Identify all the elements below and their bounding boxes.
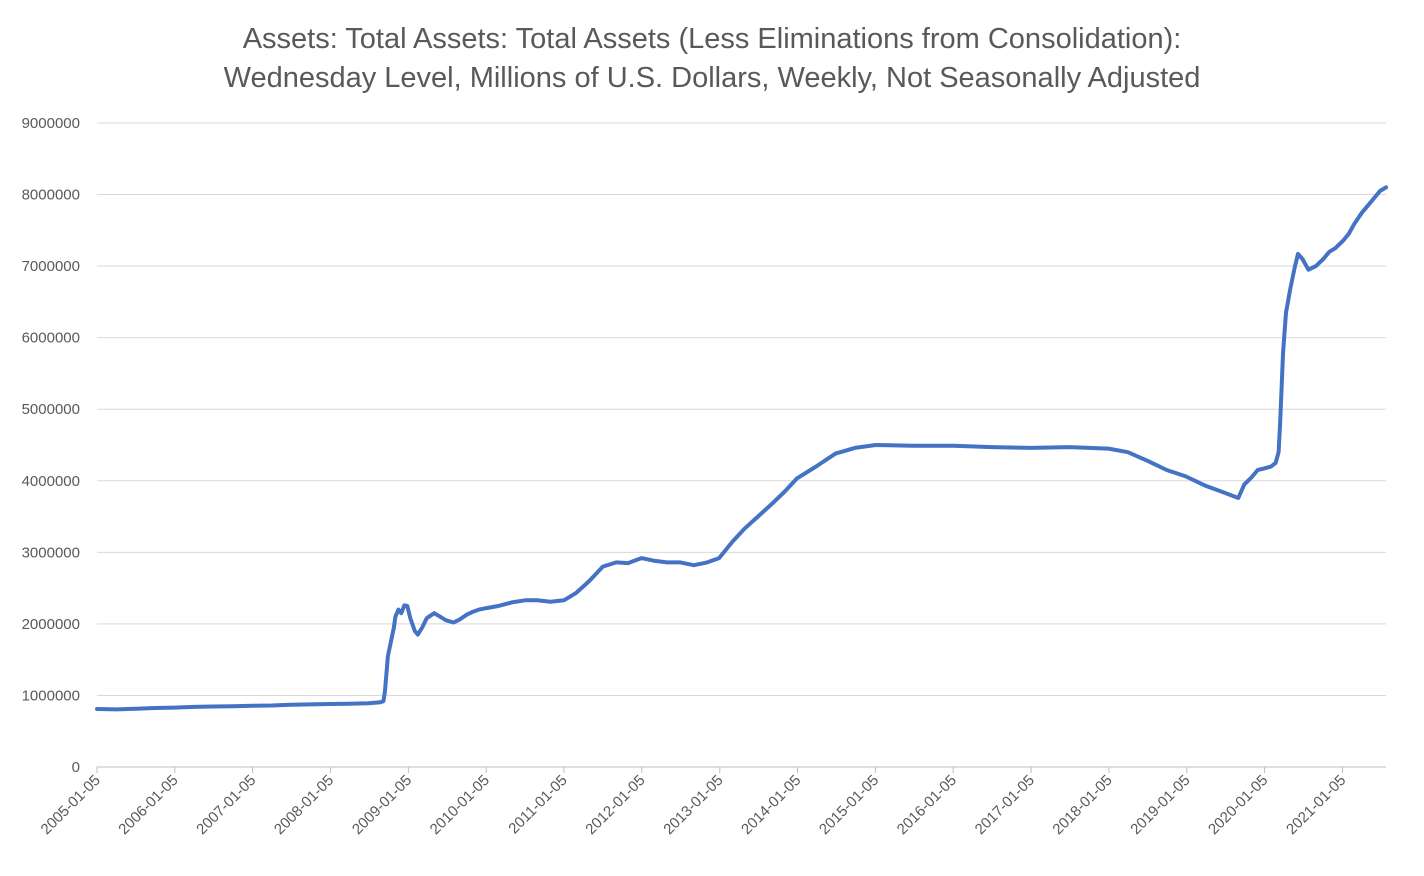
y-tick-label: 7000000	[22, 258, 80, 275]
x-tick-label: 2021-01-05	[1283, 772, 1349, 838]
x-tick-label: 2010-01-05	[427, 772, 493, 838]
y-tick-label: 0	[72, 759, 80, 776]
y-tick-label: 6000000	[22, 330, 80, 347]
chart-title-line-1: Assets: Total Assets: Total Assets (Less…	[243, 23, 1182, 55]
chart-title: Assets: Total Assets: Total Assets (Less…	[224, 23, 1201, 94]
y-tick-label: 5000000	[22, 401, 80, 418]
x-tick-label: 2014-01-05	[738, 772, 804, 838]
x-tick-label: 2019-01-05	[1127, 772, 1193, 838]
y-axis: 0 1000000 2000000 3000000 4000000 5000000 6000…	[22, 115, 80, 776]
y-tick-label: 9000000	[22, 115, 80, 132]
gridlines	[97, 122, 1386, 696]
x-tick-label: 2006-01-05	[115, 772, 181, 838]
y-tick-label: 3000000	[22, 544, 80, 561]
x-axis: 2005-01-05 2006-01-05 2007-01-05 2008-01-05…	[38, 766, 1386, 838]
y-tick-label: 4000000	[22, 473, 80, 490]
x-tick-label: 2012-01-05	[582, 772, 648, 838]
x-tick-label: 2011-01-05	[505, 772, 570, 837]
x-tick-label: 2005-01-05	[38, 772, 104, 838]
x-tick-label: 2018-01-05	[1049, 772, 1115, 838]
x-tick-label: 2020-01-05	[1205, 772, 1271, 838]
y-tick-label: 2000000	[22, 616, 80, 633]
x-tick-label: 2009-01-05	[349, 772, 415, 838]
x-tick-label: 2015-01-05	[816, 772, 882, 838]
series-area	[95, 185, 1388, 712]
x-tick-label: 2008-01-05	[271, 772, 337, 838]
series-line	[95, 185, 1388, 712]
x-tick-label: 2017-01-05	[972, 772, 1038, 838]
y-tick-label: 1000000	[22, 687, 80, 704]
x-tick-label: 2013-01-05	[660, 772, 726, 838]
x-tick-label: 2007-01-05	[193, 772, 259, 838]
x-tick-label: 2016-01-05	[894, 772, 960, 838]
chart-title-line-2: Wednesday Level, Millions of U.S. Dollar…	[224, 62, 1201, 94]
y-tick-label: 8000000	[22, 187, 80, 204]
